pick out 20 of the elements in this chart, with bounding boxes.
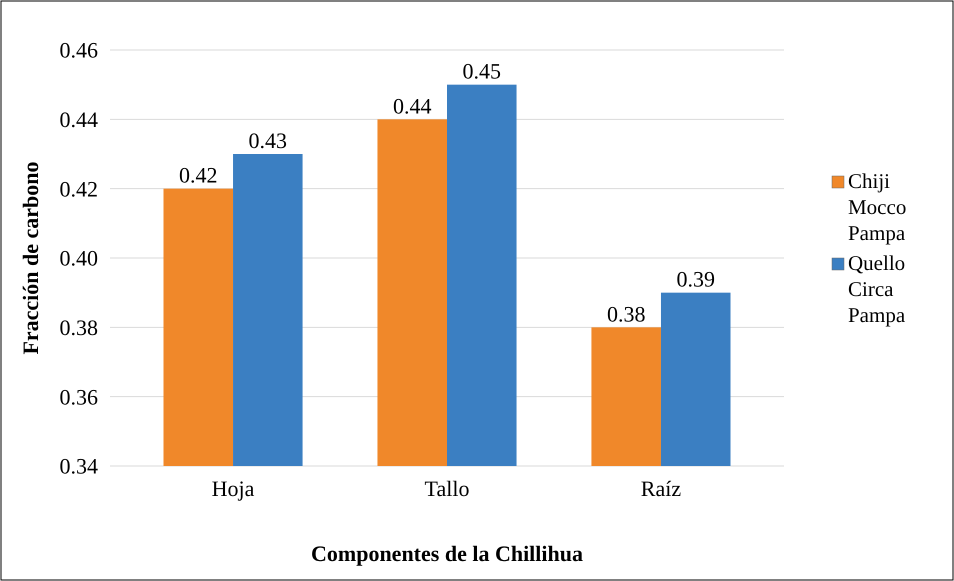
- legend-label: Quello Circa Pampa: [848, 251, 906, 327]
- y-tick-label: 0.40: [60, 246, 98, 271]
- y-tick-label: 0.34: [60, 454, 98, 479]
- x-tick-label: Hoja: [212, 476, 255, 501]
- x-tick-label: Raíz: [640, 476, 682, 501]
- y-tick-label: 0.38: [60, 315, 98, 340]
- data-label: 0.39: [676, 266, 715, 292]
- data-label: 0.43: [248, 128, 288, 153]
- x-tick-label: Tallo: [424, 476, 470, 501]
- y-tick-label: 0.36: [60, 384, 98, 410]
- y-tick-label: 0.42: [60, 176, 98, 202]
- data-label: 0.38: [606, 301, 646, 326]
- y-tick-label: 0.44: [60, 107, 98, 132]
- data-label: 0.44: [392, 93, 432, 118]
- data-label: 0.42: [179, 162, 218, 188]
- data-label: 0.45: [462, 58, 502, 84]
- legend-label: Chiji Mocco Pampa: [848, 169, 906, 245]
- y-tick-label: 0.46: [60, 38, 98, 63]
- y-axis-title: Fracción de carbono: [18, 161, 43, 355]
- x-axis-title: Componentes de la Chillihua: [311, 541, 583, 566]
